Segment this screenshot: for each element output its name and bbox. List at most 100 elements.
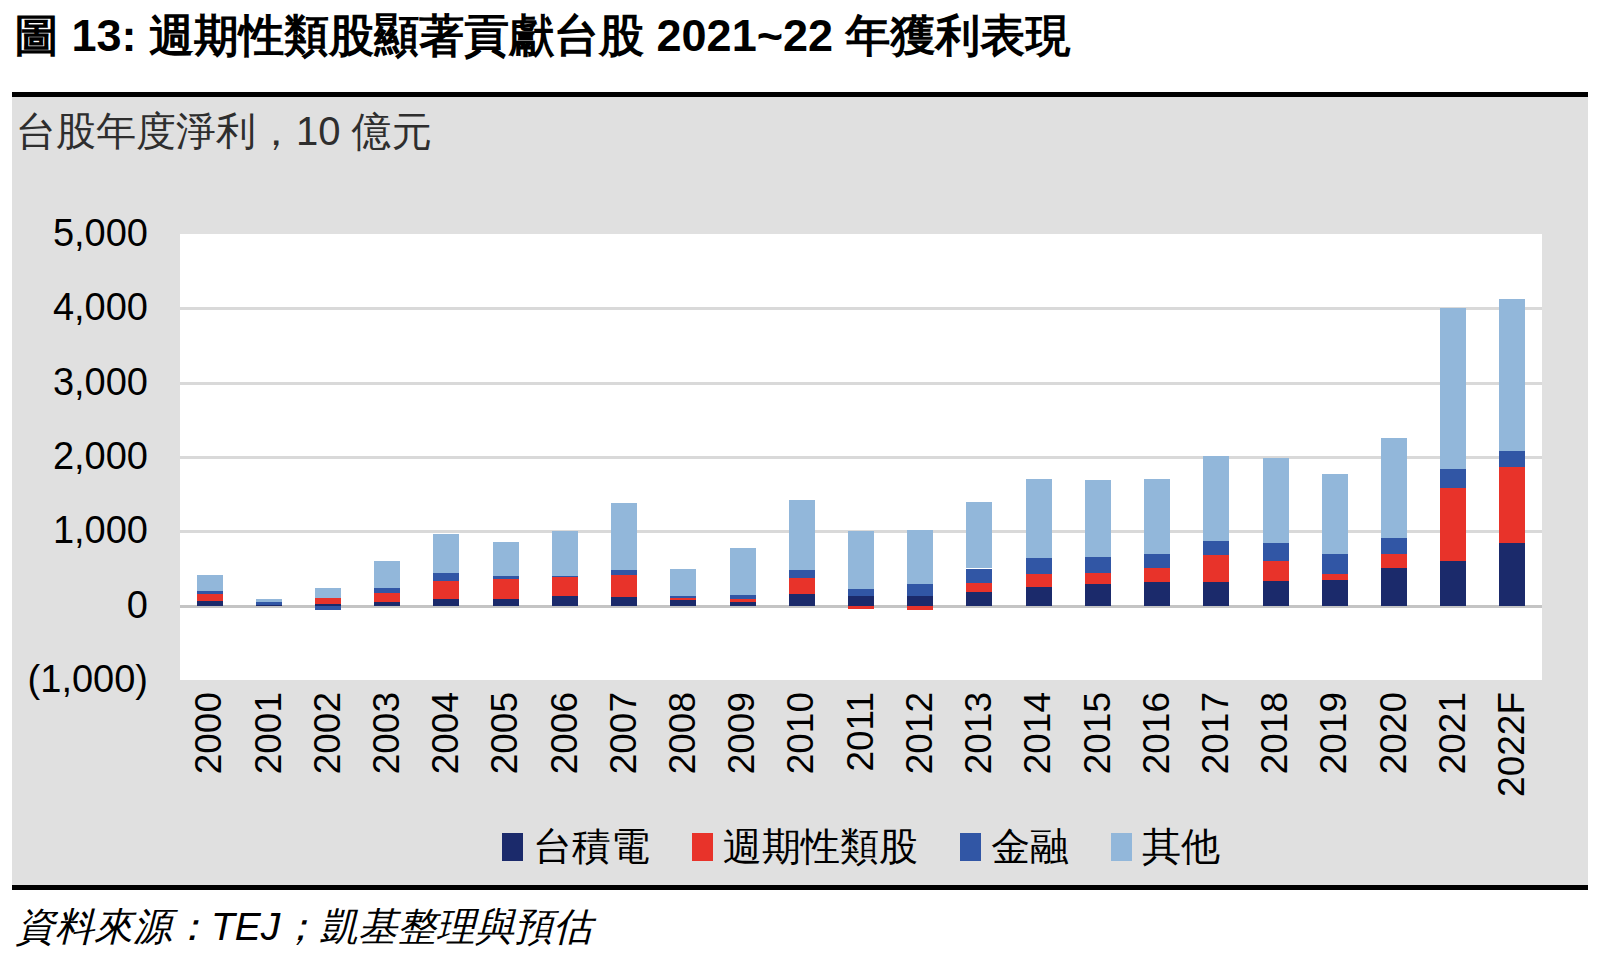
bar-segment <box>1085 480 1111 557</box>
x-tick-label: 2010 <box>781 692 823 774</box>
bar-segment <box>315 588 341 598</box>
bar-segment <box>1144 479 1170 554</box>
bar-segment <box>907 596 933 606</box>
x-tick-label: 2011 <box>840 692 882 772</box>
x-tick-label: 2009 <box>722 692 764 774</box>
bar-segment <box>1499 451 1525 467</box>
figure-page: 圖 13: 週期性類股顯著貢獻台股 2021~22 年獲利表現 台股年度淨利，1… <box>0 0 1600 972</box>
bar-segment <box>670 598 696 601</box>
bar-segment <box>374 561 400 588</box>
x-tick-label: 2021 <box>1432 692 1474 774</box>
bar-segment <box>374 588 400 593</box>
bar-segment <box>789 578 815 594</box>
bar-segment <box>1026 574 1052 587</box>
x-tick-label: 2013 <box>958 692 1000 774</box>
bar-segment <box>611 503 637 570</box>
y-tick-label: 5,000 <box>53 212 148 254</box>
bar-segment <box>1085 573 1111 584</box>
bar-segment <box>1499 543 1525 605</box>
bar-segment <box>433 573 459 581</box>
bar-segment <box>730 595 756 598</box>
bar-segment <box>1144 568 1170 582</box>
bar-segment <box>907 584 933 596</box>
source-note: 資料來源：TEJ；凱基整理與預估 <box>16 900 592 954</box>
bar-segment <box>789 594 815 606</box>
bar-segment <box>1440 469 1466 488</box>
x-tick-label: 2017 <box>1195 692 1237 774</box>
bar-segment <box>1440 308 1466 468</box>
x-tick-label: 2007 <box>603 692 645 774</box>
bar-segment <box>1322 580 1348 605</box>
bar-segment <box>197 594 223 601</box>
bar-segment <box>670 600 696 605</box>
legend-label: 台積電 <box>533 820 650 874</box>
bar-segment <box>552 576 578 578</box>
bar-segment <box>493 542 519 576</box>
bar-segment <box>1203 582 1229 605</box>
x-tick-label: 2004 <box>425 692 467 774</box>
bar-segment <box>1026 558 1052 574</box>
legend-item: 台積電 <box>502 820 650 874</box>
bar-segment <box>552 577 578 596</box>
bar-segment <box>789 500 815 570</box>
x-tick-label: 2015 <box>1077 692 1119 774</box>
x-tick-label: 2022F <box>1491 692 1533 797</box>
gridline <box>180 382 1542 385</box>
x-tick-label: 2014 <box>1018 692 1060 774</box>
bar-segment <box>789 570 815 577</box>
bar-segment <box>966 592 992 606</box>
legend-swatch-icon <box>502 833 523 861</box>
bar-segment <box>966 569 992 583</box>
x-tick-label: 2000 <box>189 692 231 774</box>
bar-segment <box>552 531 578 576</box>
bar-segment <box>1381 568 1407 606</box>
bar-segment <box>966 583 992 592</box>
legend-item: 其他 <box>1111 820 1220 874</box>
x-tick-label: 2016 <box>1136 692 1178 774</box>
bar-segment <box>1381 554 1407 568</box>
bar-segment <box>1499 299 1525 451</box>
bar-segment <box>611 570 637 575</box>
x-tick-label: 2020 <box>1373 692 1415 774</box>
bar-segment <box>1263 581 1289 606</box>
legend-label: 其他 <box>1142 820 1220 874</box>
bar-segment <box>1263 561 1289 581</box>
legend-item: 金融 <box>960 820 1069 874</box>
bar-segment <box>1322 554 1348 573</box>
bar-segment <box>315 598 341 604</box>
bar-segment <box>1499 467 1525 544</box>
x-tick-label: 2001 <box>248 692 290 774</box>
legend-swatch-icon <box>692 833 713 861</box>
bar-segment <box>1381 438 1407 538</box>
bar-segment <box>256 602 282 605</box>
bar-segment <box>1322 474 1348 555</box>
bar-segment <box>1026 587 1052 606</box>
bar-segment <box>730 548 756 596</box>
bar-segment <box>197 601 223 606</box>
bar-segment <box>1263 458 1289 543</box>
bar-segment <box>1440 561 1466 605</box>
bar-segment <box>493 599 519 606</box>
legend-label: 金融 <box>991 820 1069 874</box>
y-tick-label: 0 <box>127 584 148 626</box>
gridline <box>180 307 1542 310</box>
gridline <box>180 456 1542 459</box>
bar-segment <box>1085 584 1111 606</box>
chart-legend: 台積電週期性類股金融其他 <box>180 822 1542 872</box>
x-tick-label: 2002 <box>307 692 349 774</box>
bar-segment <box>1381 538 1407 554</box>
bar-segment <box>1144 582 1170 606</box>
bar-segment <box>848 589 874 597</box>
bar-segment <box>256 605 282 607</box>
bar-segment <box>1203 541 1229 556</box>
legend-swatch-icon <box>1111 833 1132 861</box>
bar-segment <box>670 596 696 598</box>
y-tick-label: (1,000) <box>28 658 148 700</box>
bar-segment <box>730 602 756 606</box>
bar-segment <box>552 596 578 605</box>
bar-segment <box>670 569 696 596</box>
y-tick-label: 4,000 <box>53 286 148 328</box>
plot-area <box>180 234 1542 680</box>
bar-segment <box>1203 456 1229 540</box>
panel-bottom-divider <box>12 885 1588 890</box>
